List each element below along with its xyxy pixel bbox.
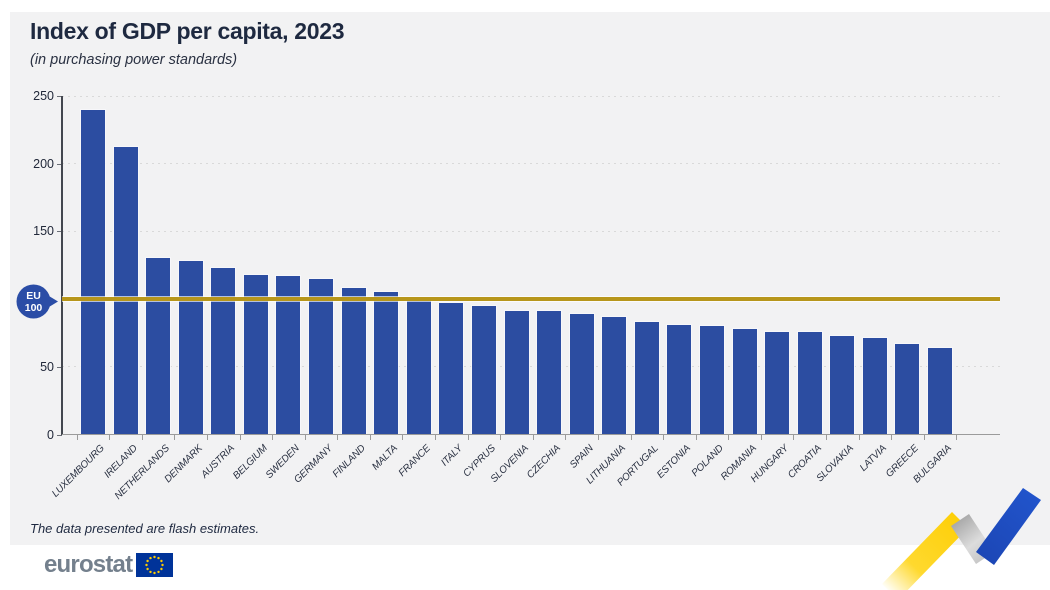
gridline-150 xyxy=(62,230,1000,232)
x-tick-mark xyxy=(500,434,502,440)
gridline-50 xyxy=(62,366,1000,368)
y-tick-mark xyxy=(57,96,62,97)
ribbon-blue-band xyxy=(976,488,1041,565)
x-tick-mark xyxy=(956,434,958,440)
bar-slovenia xyxy=(504,311,529,435)
bar-poland xyxy=(699,326,724,435)
x-tick-mark xyxy=(76,434,78,440)
gridline-250 xyxy=(62,95,1000,97)
eu-flag-icon xyxy=(136,553,174,577)
x-tick-mark xyxy=(923,434,925,440)
x-tick-mark xyxy=(597,434,599,440)
bar-sweden xyxy=(276,276,301,435)
bar-romania xyxy=(732,328,757,435)
bar-portugal xyxy=(634,322,659,435)
badge-line2: 100 xyxy=(25,302,43,314)
bar-denmark xyxy=(178,261,203,435)
y-tick-mark xyxy=(57,163,62,165)
bar-ireland xyxy=(113,147,138,435)
y-axis-line xyxy=(61,96,63,435)
x-tick-mark xyxy=(304,434,306,440)
footnote: The data presented are flash estimates. xyxy=(30,521,260,536)
x-tick-mark xyxy=(435,434,437,440)
x-tick-mark xyxy=(207,434,209,440)
bar-cyprus xyxy=(471,305,496,435)
y-tick-label: 150 xyxy=(33,224,54,239)
y-tick-mark xyxy=(57,231,62,233)
x-tick-mark xyxy=(532,434,534,440)
x-tick-mark xyxy=(630,434,632,440)
x-tick-mark xyxy=(239,434,241,440)
flag-star xyxy=(149,570,152,574)
bar-czechia xyxy=(537,311,562,435)
flag-star xyxy=(149,556,152,560)
bar-germany xyxy=(309,278,334,435)
eu-average-reference-line xyxy=(62,297,1000,302)
x-tick-mark xyxy=(109,434,111,440)
x-tick-mark xyxy=(174,434,176,440)
ribbon-yellow-band xyxy=(882,512,968,590)
x-tick-mark xyxy=(337,434,339,440)
x-tick-mark xyxy=(272,434,274,440)
bar-belgium xyxy=(243,274,268,435)
flag-star xyxy=(161,563,164,567)
x-tick-mark xyxy=(663,434,665,440)
flag-star xyxy=(157,556,160,560)
bar-finland xyxy=(341,288,366,435)
eu-average-badge: EU 100 xyxy=(16,284,58,319)
bar-slovakia xyxy=(830,335,855,435)
bar-estonia xyxy=(667,324,692,435)
y-tick-mark xyxy=(57,366,62,368)
x-tick-mark xyxy=(891,434,893,440)
flag-star xyxy=(157,570,160,574)
bar-luxembourg xyxy=(81,109,105,435)
bar-lithuania xyxy=(602,316,627,435)
y-tick-label: 200 xyxy=(33,156,54,171)
page-subtitle: (in purchasing power standards) xyxy=(30,52,238,68)
bar-spain xyxy=(569,313,594,435)
x-tick-mark xyxy=(467,434,469,440)
x-tick-mark xyxy=(760,434,762,440)
bar-greece xyxy=(895,343,920,435)
y-tick-label: 250 xyxy=(33,89,54,103)
y-tick-label: 50 xyxy=(40,359,54,374)
x-tick-mark xyxy=(695,434,697,440)
badge-line1: EU xyxy=(26,290,41,302)
flag-star xyxy=(146,567,150,571)
x-tick-mark xyxy=(793,434,795,440)
x-tick-mark xyxy=(565,434,567,440)
bar-latvia xyxy=(862,338,887,435)
y-tick-label: 0 xyxy=(47,427,54,442)
bar-hungary xyxy=(765,331,790,435)
eurostat-wordmark: eurostat xyxy=(44,551,133,578)
bar-france xyxy=(406,299,431,435)
eurostat-logo: eurostat xyxy=(44,551,174,579)
page-title: Index of GDP per capita, 2023 xyxy=(30,18,345,44)
x-tick-mark xyxy=(858,434,860,440)
x-tick-mark xyxy=(825,434,827,440)
bar-malta xyxy=(374,292,399,435)
flag-star xyxy=(153,555,156,559)
bar-bulgaria xyxy=(928,347,952,435)
flag-star xyxy=(146,559,150,563)
y-tick-mark xyxy=(57,434,62,436)
x-tick-mark xyxy=(141,434,143,440)
flag-star xyxy=(160,567,163,571)
x-axis-line xyxy=(62,433,1000,435)
bar-croatia xyxy=(797,331,822,435)
bar-austria xyxy=(211,267,236,435)
x-tick-mark xyxy=(728,434,730,440)
gridline-200 xyxy=(62,163,1000,165)
bar-netherlands xyxy=(146,258,171,435)
bar-italy xyxy=(439,303,464,435)
flag-star xyxy=(145,563,148,567)
x-tick-mark xyxy=(402,434,404,440)
ribbon-decoration xyxy=(882,488,1041,590)
flag-star xyxy=(153,571,156,575)
flag-star xyxy=(160,559,163,563)
x-tick-mark xyxy=(369,434,371,440)
